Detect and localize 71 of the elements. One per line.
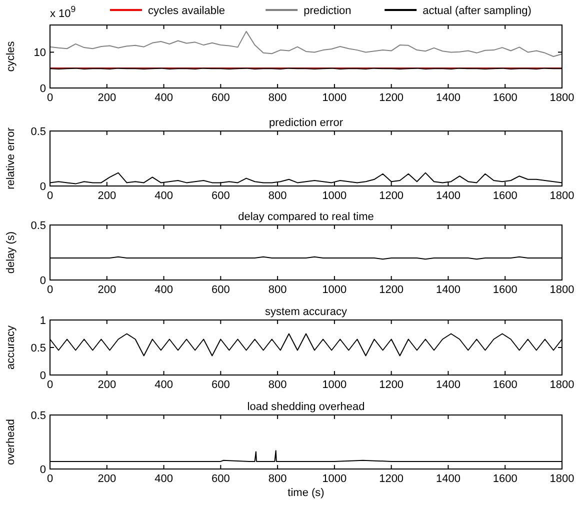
x-tick-label: 400 [154,473,173,485]
y-tick-label: 0.5 [30,342,46,354]
line-series [50,30,562,57]
x-tick-label: 200 [98,92,116,104]
x-tick-label: 1000 [322,92,347,104]
x-tick-label: 1400 [436,92,460,104]
x-tick-label: 800 [268,473,287,485]
text: x 10$^{9}$ [50,4,76,20]
x-tick-label: 1000 [322,284,347,296]
y-tick-label: 0 [40,464,46,476]
y-axis-title: accuracy [5,325,17,370]
y-tick-label: 0 [40,370,46,382]
x-tick-label: 600 [211,92,230,104]
y-axis-title: delay (s) [5,231,17,274]
x-tick-label: 600 [211,379,230,391]
x-tick-label: 400 [154,379,173,391]
x-tick-label: 1600 [492,284,518,296]
y-tick-label: 1 [40,315,46,327]
x-tick-label: 1200 [379,284,404,296]
x-tick-label: 1200 [379,473,404,485]
y-tick-label: 10 [34,47,46,60]
x-tick-label: 1800 [550,379,574,391]
x-tick-label: 1000 [322,473,347,485]
x-tick-label: 1800 [550,284,574,296]
x-tick-label: 1600 [492,473,518,485]
legend-label: cycles available [148,5,226,17]
x-tick-label: 200 [98,379,116,391]
y-axis-title: overhead [5,419,17,465]
y-tick-label: 0.5 [30,126,46,138]
x-tick-label: 400 [154,190,173,202]
y-axis-title: cycles [5,40,17,72]
x-axis-title: time (s) [288,487,324,499]
x-tick-label: 1800 [550,92,574,104]
x-tick-label: 1600 [492,379,518,391]
legend-label: prediction [304,5,352,17]
x-tick-label: 1200 [379,92,404,104]
y-tick-label: 0.5 [30,410,46,422]
x-tick-label: 200 [98,190,116,202]
y-tick-label: 0.5 [30,220,46,232]
x-tick-label: 1600 [492,190,518,202]
x-tick-label: 400 [154,92,173,104]
x-tick-label: 400 [154,284,173,296]
x-tick-label: 800 [268,190,287,202]
y-tick-label: 0 [40,83,46,95]
chart-title: delay compared to real time [238,211,374,223]
y-tick-label: 0 [40,275,46,287]
chart-title: system accuracy [265,306,348,318]
y-tick-label: 0 [40,181,46,193]
x-tick-label: 1400 [436,379,460,391]
x-tick-label: 1600 [492,92,518,104]
x-tick-label: 600 [211,190,230,202]
x-tick-label: 1400 [436,190,460,202]
x-tick-label: 1800 [550,473,574,485]
x-tick-label: 200 [98,473,116,485]
x-tick-label: 1400 [436,284,460,296]
x-tick-label: 1400 [436,473,460,485]
x-tick-label: 1200 [379,379,404,391]
x-tick-label: 1000 [322,190,347,202]
y-axis-title: relative error [5,127,17,190]
x-tick-label: 800 [268,284,287,296]
chart-title: prediction error [269,117,344,129]
x-tick-label: 1000 [322,379,347,391]
chart-title: load shedding overhead [247,401,365,413]
x-tick-label: 1800 [550,190,574,202]
legend-label: actual (after sampling) [422,5,532,17]
x-tick-label: 800 [268,92,287,104]
x-tick-label: 200 [98,284,116,296]
x-tick-label: 800 [268,379,287,391]
x-tick-label: 600 [211,284,230,296]
x-tick-label: 600 [211,473,230,485]
x-tick-label: 1200 [379,190,404,202]
